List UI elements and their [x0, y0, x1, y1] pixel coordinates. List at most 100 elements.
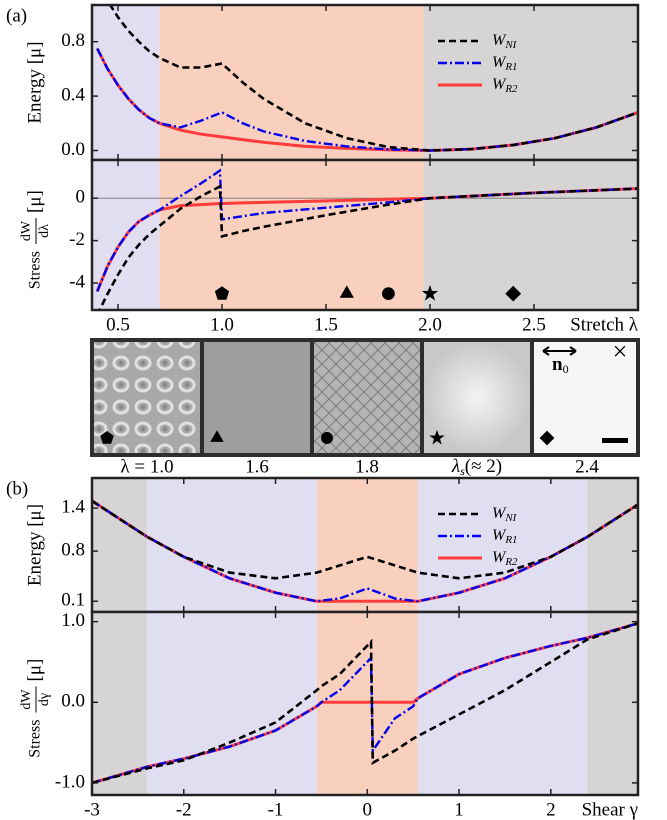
legend-subscript: R2 [504, 556, 518, 568]
y-tick-label: 0.1 [61, 590, 85, 611]
x-tick-label: 0 [363, 799, 373, 820]
legend-subscript: R1 [504, 61, 517, 73]
legend-subscript: R2 [504, 83, 518, 95]
image-label: 1.8 [355, 456, 379, 477]
image-label: 1.6 [245, 456, 269, 477]
marker [321, 432, 333, 444]
y-label-unit: [μ] [24, 659, 45, 682]
y-tick-label: -1.0 [55, 771, 85, 792]
plot-area [92, 612, 638, 795]
region [92, 612, 148, 795]
y-tick-label: 1.0 [61, 610, 85, 631]
y-tick-label: 0.0 [61, 139, 85, 160]
axes-frame [90, 158, 640, 312]
x-tick-label: 2 [546, 799, 556, 820]
director-label: n0 [552, 354, 569, 375]
x-axis-label: Stretch λ [570, 314, 639, 335]
region [147, 478, 317, 612]
y-label-text: Stress [27, 251, 44, 289]
series-line [92, 499, 638, 603]
y-label-unit: [μ] [24, 190, 45, 213]
y-axis-label: Energy [μ] [24, 504, 45, 586]
x-tick-label: 1.0 [210, 314, 234, 335]
y-label-num: dW [19, 689, 34, 710]
series-line [92, 622, 638, 785]
y-label-den: dλ [37, 224, 52, 238]
legend-name: W [492, 505, 507, 522]
legend-name: W [492, 32, 507, 49]
region [423, 160, 638, 310]
cross-symbol: × [613, 337, 628, 366]
label-sub: s [460, 464, 465, 478]
region [587, 612, 638, 795]
x-tick-label: 2.0 [418, 314, 442, 335]
series-line [92, 499, 638, 580]
marker [214, 286, 230, 300]
y-label-num: dW [19, 220, 34, 241]
y-tick-label: 0.0 [61, 691, 85, 712]
marker [210, 430, 224, 442]
marker [382, 287, 395, 301]
plot-area [92, 478, 638, 612]
legend-name: W [492, 549, 507, 566]
region [316, 478, 418, 612]
region [159, 160, 424, 310]
legend-name: W [492, 54, 507, 71]
series-line [92, 622, 638, 785]
region [417, 612, 588, 795]
y-tick-label: -2 [69, 229, 85, 250]
image-strip [90, 338, 640, 457]
y-label-text: Energy [μ] [24, 41, 45, 123]
legend-label: WR2 [492, 549, 518, 568]
x-tick-label: 0.5 [106, 314, 130, 335]
y-label-text: Energy [μ] [24, 504, 45, 586]
region [587, 478, 638, 612]
legend-subscript: NI [504, 512, 517, 524]
director-main: n [552, 354, 563, 375]
legend-label: WNI [492, 505, 518, 524]
marker [100, 431, 114, 444]
legend-name: W [492, 527, 507, 544]
legend-label: WNI [492, 32, 518, 51]
image-label: 2.4 [575, 456, 599, 477]
plot-area [92, 160, 638, 310]
legend-name: W [492, 76, 507, 93]
label-main: λ [451, 456, 460, 477]
marker [539, 430, 555, 446]
y-tick-label: 0.8 [61, 539, 85, 560]
region [92, 478, 148, 612]
marker [505, 285, 522, 302]
x-tick-label: 1.5 [314, 314, 338, 335]
x-tick-label: 1 [454, 799, 464, 820]
y-axis-label: Stress dW dλ [μ] [19, 190, 52, 289]
marker [339, 285, 354, 298]
marker [421, 285, 439, 301]
marker [429, 429, 445, 445]
y-tick-label: 0.8 [61, 30, 85, 51]
region [417, 478, 588, 612]
image-label: λs(≈ 2) [451, 456, 502, 477]
y-tick-label: -4 [69, 271, 85, 292]
series-line [96, 168, 638, 292]
legend-label: WR2 [492, 76, 518, 95]
x-tick-label: -1 [268, 799, 284, 820]
x-axis-label: Shear γ [582, 799, 638, 820]
label-after: (≈ 2) [465, 456, 502, 477]
y-label-text: Stress [27, 720, 44, 758]
y-label-den: dγ [37, 693, 52, 706]
series-line [96, 47, 638, 152]
x-tick-label: 2.5 [522, 314, 546, 335]
y-tick-label: 0.4 [61, 84, 85, 105]
axes-frame [90, 610, 640, 797]
panel-label: (a) [6, 5, 27, 26]
region [147, 612, 317, 795]
y-axis-label: Stress dW dγ [μ] [19, 659, 52, 758]
image-label: λ = 1.0 [120, 456, 173, 477]
y-axis-label: Energy [μ] [24, 41, 45, 123]
x-tick-label: -3 [84, 799, 100, 820]
panel-label: (b) [6, 478, 28, 499]
legend-subscript: NI [504, 39, 517, 51]
region [423, 5, 638, 160]
x-tick-label: -2 [176, 799, 192, 820]
